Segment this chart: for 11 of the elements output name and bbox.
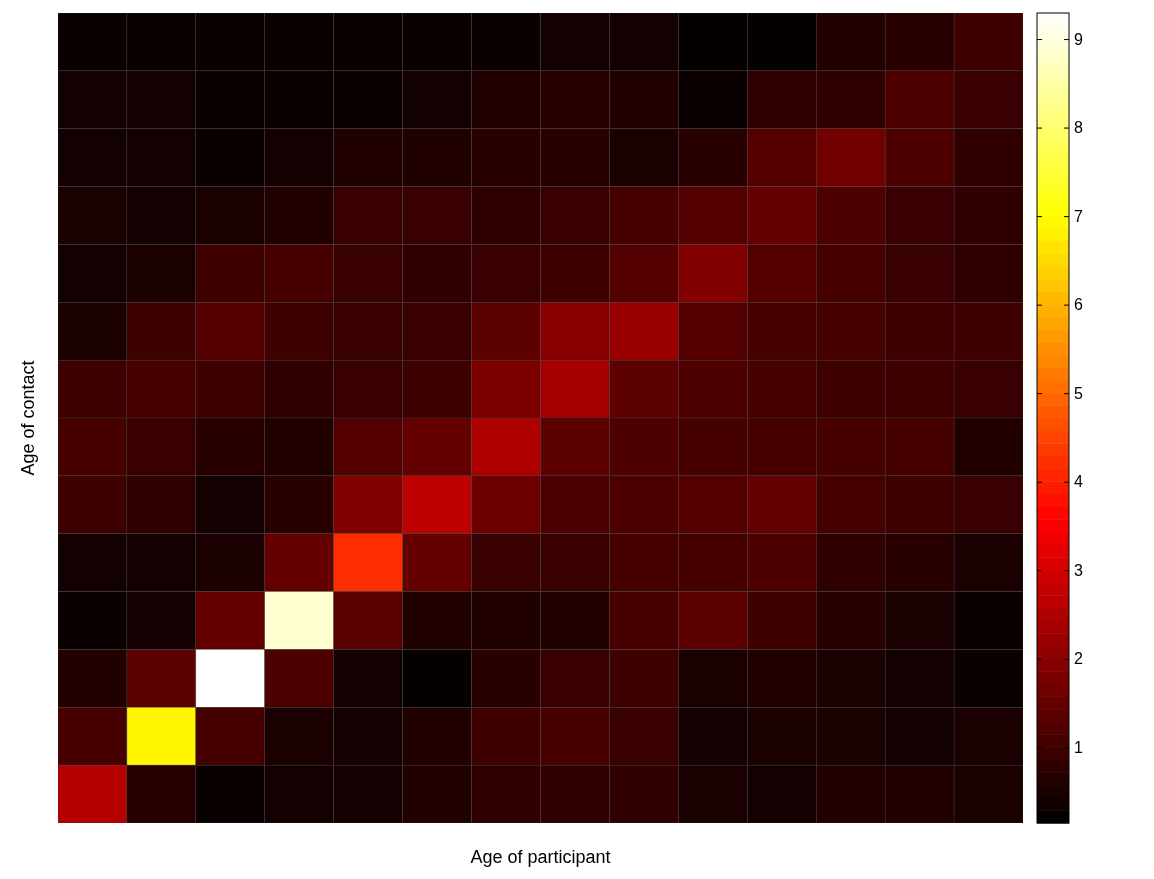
color-bar-label: 6 <box>1074 296 1083 314</box>
color-bar-label: 3 <box>1074 561 1083 579</box>
y-axis-title: Age of contact <box>18 360 39 476</box>
color-bar-label: 8 <box>1074 119 1083 137</box>
color-bar-label: 4 <box>1074 473 1083 491</box>
color-bar-label: 2 <box>1074 650 1083 668</box>
color-bar-label: 7 <box>1074 207 1083 225</box>
color-bar-label: 1 <box>1074 738 1083 756</box>
color-bar-label: 5 <box>1074 384 1083 402</box>
color-bar-label: 9 <box>1074 30 1083 48</box>
x-axis-title: Age of participant <box>470 847 611 867</box>
